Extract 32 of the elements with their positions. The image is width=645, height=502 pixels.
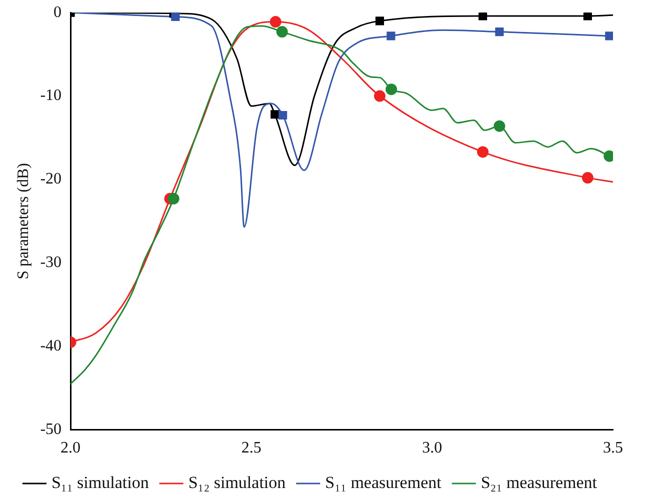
point (582, 172, 594, 184)
point (278, 110, 288, 120)
point (270, 110, 280, 119)
point (270, 16, 282, 28)
y-tick-label: -40 (40, 338, 62, 355)
x-tick-label: 3.5 (603, 440, 623, 457)
point (386, 32, 396, 40)
legend-label: S₁₁ measurement (325, 472, 442, 492)
y-tick-label: -20 (40, 170, 62, 188)
point (168, 192, 180, 204)
point (171, 12, 180, 22)
point (276, 26, 288, 38)
point (374, 90, 386, 102)
point (477, 146, 489, 158)
y-tick-label: -50 (40, 421, 62, 438)
y-tick-label: -10 (40, 87, 62, 104)
x-tick-label: 3.0 (422, 440, 442, 457)
point (605, 32, 613, 40)
x-tick-label: 2.0 (60, 440, 81, 457)
x-tick-label: 2.5 (241, 440, 262, 457)
y-tick-label: -30 (40, 254, 62, 272)
point (583, 12, 592, 20)
legend-label: S₂₁ measurement (480, 472, 598, 492)
point (494, 120, 506, 132)
y-tick-label: 0 (54, 4, 62, 21)
y-axis-title: S parameters (dB) (14, 162, 32, 280)
point (495, 28, 504, 36)
legend-label: S₁₁ simulation (51, 472, 150, 492)
point (375, 16, 384, 26)
legend-label: S₁₂ simulation (188, 472, 286, 492)
point (386, 84, 398, 96)
point (478, 12, 488, 20)
